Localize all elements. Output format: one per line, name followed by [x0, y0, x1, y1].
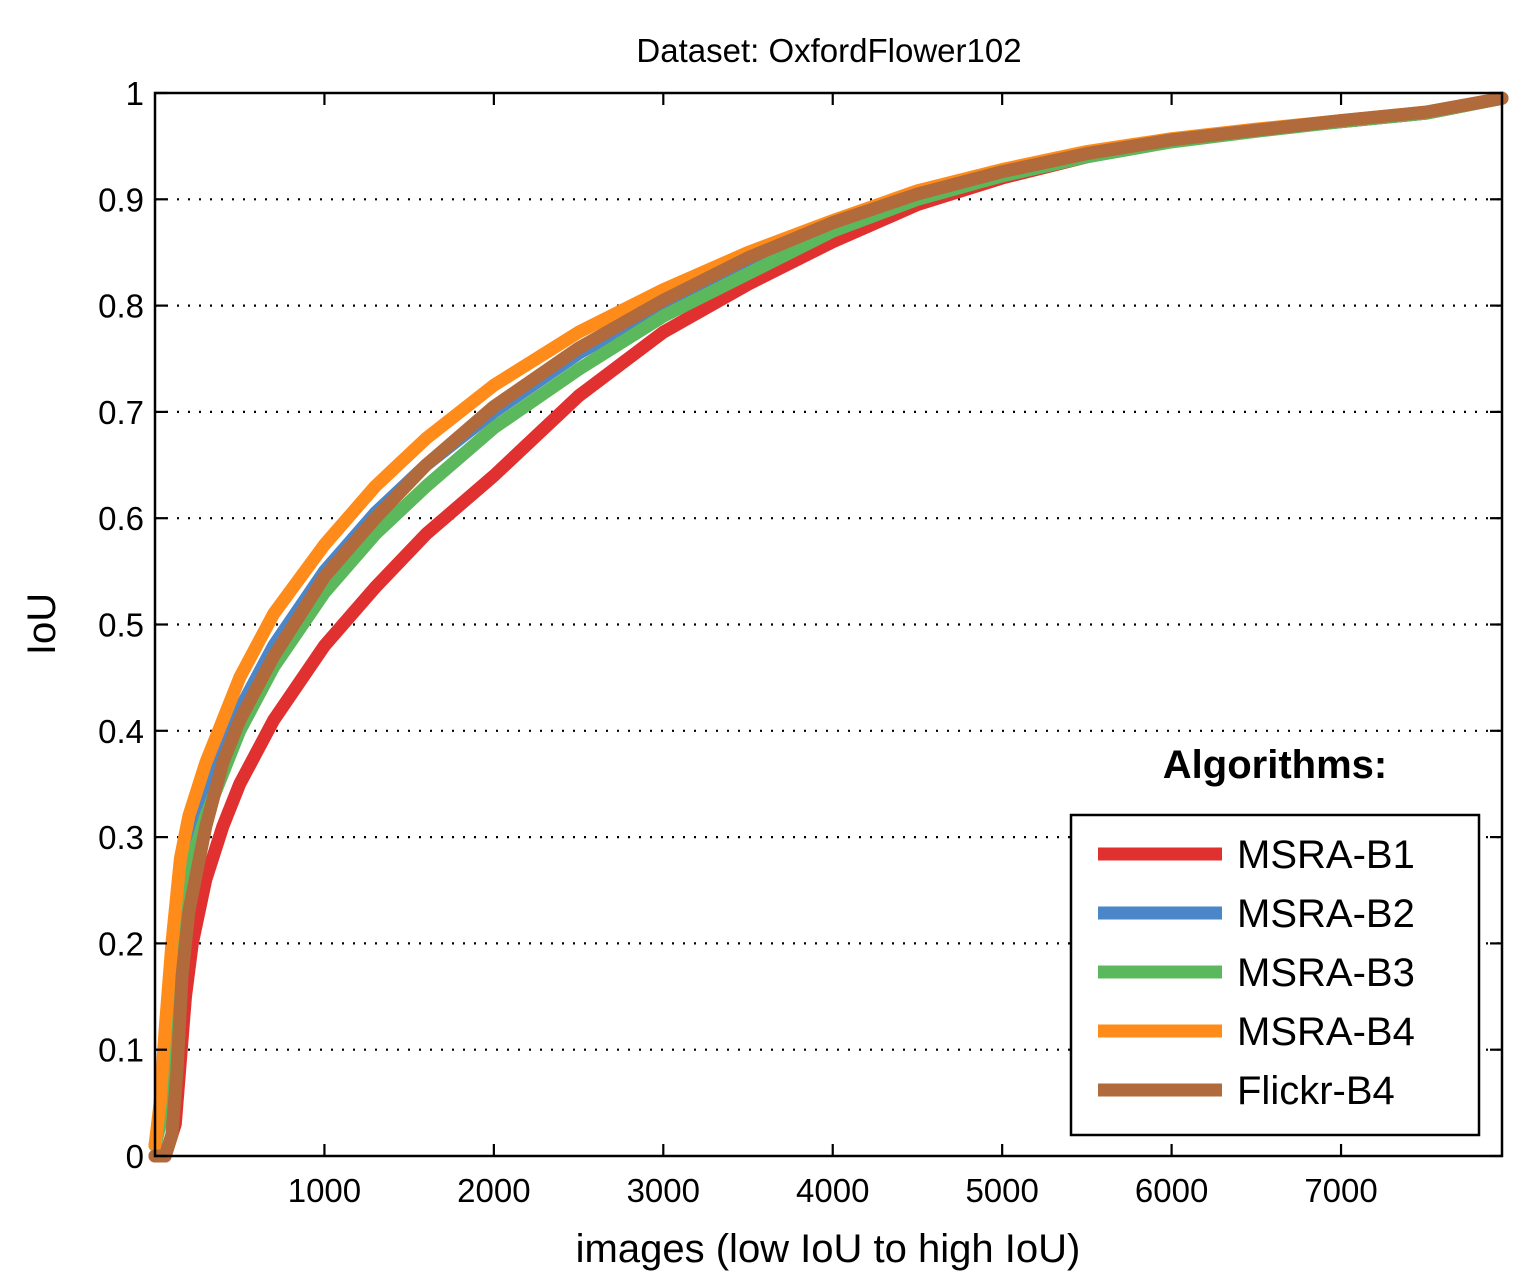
y-tick-label: 0.4 — [98, 713, 144, 750]
axis-ticks: 1000 2000 3000 4000 5000 6000 7000 0 0.1 0.2 0.3 0.… — [98, 75, 1502, 1209]
y-tick-label: 0.1 — [98, 1032, 144, 1069]
x-tick-label: 5000 — [965, 1172, 1038, 1209]
x-tick-label: 4000 — [796, 1172, 869, 1209]
y-tick-label: 0.5 — [98, 607, 144, 644]
y-tick-label: 0.3 — [98, 819, 144, 856]
legend-label-msra-b3: MSRA-B3 — [1237, 951, 1415, 995]
x-tick-label: 7000 — [1304, 1172, 1377, 1209]
legend-title: Algorithms: — [1163, 743, 1387, 787]
x-axis-label: images (low IoU to high IoU) — [576, 1227, 1081, 1271]
y-tick-label: 0.6 — [98, 500, 144, 537]
y-tick-label: 1 — [126, 75, 144, 112]
x-tick-label: 6000 — [1135, 1172, 1208, 1209]
legend-label-msra-b2: MSRA-B2 — [1237, 892, 1415, 936]
legend-label-flickr-b4: Flickr-B4 — [1237, 1069, 1395, 1113]
series-line-flickr-b4 — [148, 91, 1509, 1163]
chart-title: Dataset: OxfordFlower102 — [636, 32, 1021, 69]
legend-label-msra-b1: MSRA-B1 — [1237, 833, 1415, 877]
y-tick-label: 0.7 — [98, 394, 144, 431]
x-tick-label: 1000 — [288, 1172, 361, 1209]
x-tick-label: 2000 — [457, 1172, 530, 1209]
x-tick-label: 3000 — [627, 1172, 700, 1209]
legend: MSRA-B1 MSRA-B2 MSRA-B3 MSRA-B4 Flickr-B4 — [1069, 813, 1481, 1137]
y-tick-label: 0 — [126, 1138, 144, 1175]
series-lines — [148, 91, 1509, 1163]
y-axis-label: IoU — [20, 593, 64, 655]
legend-label-msra-b4: MSRA-B4 — [1237, 1010, 1415, 1054]
y-tick-label: 0.9 — [98, 181, 144, 218]
y-tick-label: 0.8 — [98, 288, 144, 325]
y-tick-label: 0.2 — [98, 925, 144, 962]
